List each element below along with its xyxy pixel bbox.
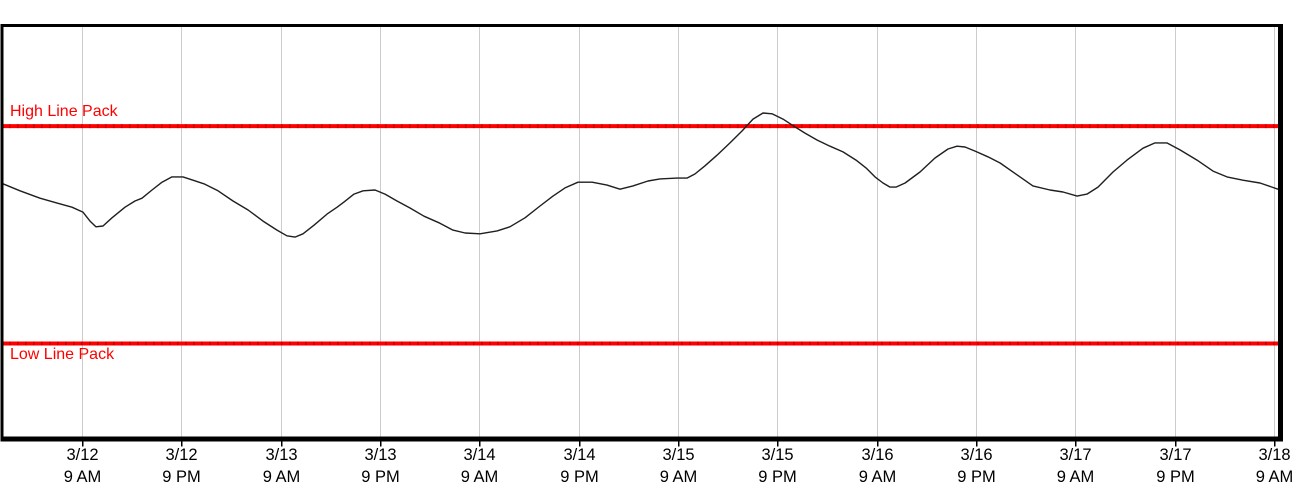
x-tick-label-time: 9 AM [263, 468, 301, 486]
x-tick-label-date: 3/15 [761, 446, 793, 464]
x-tick-label-date: 3/13 [265, 446, 297, 464]
plot-axis-bottom [0, 436, 1283, 442]
plot-border-left [0, 24, 4, 437]
x-tick-label-date: 3/12 [66, 446, 98, 464]
x-tick-label-date: 3/18 [1258, 446, 1290, 464]
x-tick-label-date: 3/12 [165, 446, 197, 464]
x-tick-label-date: 3/15 [662, 446, 694, 464]
x-tick-label-time: 9 PM [162, 468, 201, 486]
x-tick-label-time: 9 AM [859, 468, 897, 486]
x-tick-label-date: 3/14 [563, 446, 595, 464]
plot-border-top [0, 24, 1283, 27]
plot-border-right [1278, 24, 1283, 442]
x-tick-label-time: 9 PM [957, 468, 996, 486]
x-tick-label-time: 9 AM [660, 468, 698, 486]
high-line-pack-label: High Line Pack [10, 103, 118, 120]
x-tick-label-time: 9 AM [1256, 468, 1294, 486]
x-tick-label-date: 3/14 [463, 446, 495, 464]
x-tick-label-time: 9 PM [361, 468, 400, 486]
x-tick-label-time: 9 AM [461, 468, 499, 486]
x-tick-label-time: 9 PM [1156, 468, 1195, 486]
x-tick-label-date: 3/16 [861, 446, 893, 464]
x-tick-label-time: 9 PM [560, 468, 599, 486]
x-tick-label-date: 3/13 [364, 446, 396, 464]
x-tick-label-date: 3/16 [960, 446, 992, 464]
x-tick-label-time: 9 PM [758, 468, 797, 486]
low-line-pack-label: Low Line Pack [10, 346, 115, 363]
series-path [2, 112, 1279, 238]
x-tick-label-date: 3/17 [1059, 446, 1091, 464]
x-tick-label-time: 9 AM [1057, 468, 1095, 486]
x-tick-label-time: 9 AM [64, 468, 102, 486]
x-tick-label-date: 3/17 [1159, 446, 1191, 464]
